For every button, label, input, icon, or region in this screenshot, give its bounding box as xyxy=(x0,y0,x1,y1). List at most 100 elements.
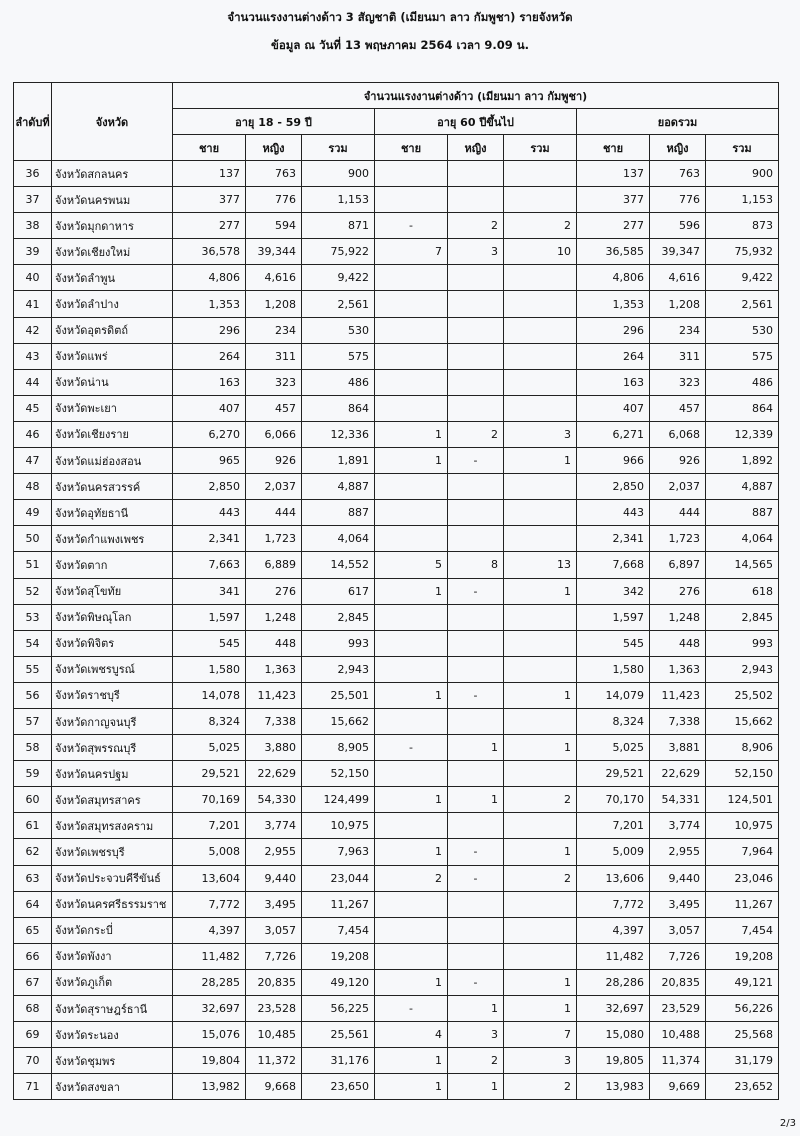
female-18-59: 2,037 xyxy=(245,473,302,501)
total-60-plus xyxy=(503,760,577,788)
total-60-plus xyxy=(503,655,577,683)
total-60-plus: 2 xyxy=(503,864,577,892)
document-subtitle: ข้อมูล ณ วันที่ 13 พฤษภาคม 2564 เวลา 9.0… xyxy=(271,38,529,52)
grand-total: 15,662 xyxy=(704,707,780,736)
total-60-plus xyxy=(503,368,577,396)
grand-total: 7,454 xyxy=(704,916,780,944)
female-18-59: 11,423 xyxy=(245,681,302,709)
total-18-59: 871 xyxy=(301,212,375,240)
grand-total: 575 xyxy=(704,342,780,370)
male-18-59: 4,397 xyxy=(172,916,246,944)
male-18-59: 545 xyxy=(172,629,246,657)
grand-total: 19,208 xyxy=(704,942,780,970)
female-18-59: 20,835 xyxy=(245,968,302,997)
grand-total: 49,121 xyxy=(704,968,780,997)
total-60-plus xyxy=(503,342,577,370)
male-total: 1,597 xyxy=(576,603,650,631)
worker-count-table: ลำดับที่ จังหวัด จำนวนแรงงานต่างด้าว (เม… xyxy=(13,82,780,1101)
header-total: รวม xyxy=(704,134,780,161)
male-60-plus: 1 xyxy=(374,447,448,475)
male-18-59: 2,850 xyxy=(172,473,246,501)
total-18-59: 11,267 xyxy=(301,890,375,918)
male-total: 7,201 xyxy=(576,812,650,840)
female-18-59: 39,344 xyxy=(245,238,302,266)
row-number: 65 xyxy=(13,916,52,944)
male-total: 1,580 xyxy=(576,655,650,683)
female-60-plus xyxy=(447,342,504,370)
total-60-plus xyxy=(503,890,577,918)
document-title: จำนวนแรงงานต่างด้าว 3 สัญชาติ (เมียนมา ล… xyxy=(227,10,573,24)
province-name: จังหวัดกำแพงเพชร xyxy=(51,525,173,553)
female-total: 3,057 xyxy=(649,916,706,944)
female-18-59: 6,889 xyxy=(245,551,302,579)
total-18-59: 25,561 xyxy=(301,1021,375,1049)
female-18-59: 1,208 xyxy=(245,290,302,318)
table-row: 38 จังหวัดมุกดาหาร 277 594 871-2 2 277 596 873 xyxy=(13,212,780,240)
total-18-59: 14,552 xyxy=(301,551,375,579)
female-total: 1,208 xyxy=(649,290,706,318)
male-60-plus xyxy=(374,473,448,501)
male-60-plus: 1 xyxy=(374,1073,448,1101)
female-18-59: 1,248 xyxy=(245,603,302,631)
female-total: 6,068 xyxy=(649,420,706,449)
male-60-plus: 1 xyxy=(374,786,448,814)
total-60-plus: 3 xyxy=(503,420,577,449)
table-row: 67 จังหวัดภูเก็ต 28,285 20,835 49,120 1-1 28,2… xyxy=(13,968,780,997)
female-total: 11,423 xyxy=(649,681,706,709)
male-60-plus: 1 xyxy=(374,420,448,449)
total-18-59: 23,650 xyxy=(301,1073,375,1101)
male-60-plus: - xyxy=(374,994,448,1023)
female-18-59: 276 xyxy=(245,577,302,605)
total-18-59: 8,905 xyxy=(301,734,375,762)
total-18-59: 2,845 xyxy=(301,603,375,631)
row-number: 66 xyxy=(13,942,52,970)
total-60-plus: 13 xyxy=(503,551,577,579)
female-60-plus: 1 xyxy=(447,734,504,762)
province-name: จังหวัดพิษณุโลก xyxy=(51,603,173,631)
grand-total: 486 xyxy=(704,368,780,396)
total-18-59: 887 xyxy=(301,499,375,527)
total-60-plus xyxy=(503,264,577,292)
male-total: 32,697 xyxy=(576,994,650,1023)
female-total: 776 xyxy=(649,186,706,214)
province-name: จังหวัดนครพนม xyxy=(51,186,173,214)
header-female: หญิง xyxy=(447,134,504,161)
row-number: 58 xyxy=(13,734,52,762)
province-name: จังหวัดอุทัยธานี xyxy=(51,499,173,527)
province-name: จังหวัดสุโขทัย xyxy=(51,577,173,605)
male-total: 966 xyxy=(576,447,650,475)
province-name: จังหวัดแพร่ xyxy=(51,342,173,370)
row-number: 52 xyxy=(13,577,52,605)
total-18-59: 19,208 xyxy=(301,942,375,970)
female-18-59: 1,363 xyxy=(245,655,302,683)
province-name: จังหวัดพะเยา xyxy=(51,394,173,422)
female-18-59: 763 xyxy=(245,159,302,188)
province-name: จังหวัดพิจิตร xyxy=(51,629,173,657)
male-60-plus xyxy=(374,603,448,631)
province-name: จังหวัดสมุทรสาคร xyxy=(51,786,173,814)
female-18-59: 1,723 xyxy=(245,525,302,553)
male-60-plus xyxy=(374,890,448,918)
header-total: รวม xyxy=(503,134,577,161)
row-number: 50 xyxy=(13,525,52,553)
row-number: 44 xyxy=(13,368,52,396)
header-female: หญิง xyxy=(245,134,302,161)
row-number: 60 xyxy=(13,786,52,814)
province-name: จังหวัดนครปฐม xyxy=(51,760,173,788)
female-18-59: 54,330 xyxy=(245,786,302,814)
female-60-plus: 2 xyxy=(447,212,504,240)
total-60-plus: 1 xyxy=(503,577,577,605)
male-60-plus xyxy=(374,942,448,970)
header-grand-total: ยอดรวม xyxy=(575,108,780,135)
male-total: 5,009 xyxy=(576,838,650,866)
total-18-59: 23,044 xyxy=(301,864,375,892)
female-60-plus: - xyxy=(447,838,504,866)
female-18-59: 9,440 xyxy=(245,864,302,892)
grand-total: 887 xyxy=(704,499,780,527)
total-60-plus: 1 xyxy=(503,734,577,762)
table-row: 62 จังหวัดเพชรบุรี 5,008 2,955 7,963 1-1 5,009… xyxy=(13,838,780,866)
male-total: 545 xyxy=(576,629,650,657)
table-row: 41 จังหวัดลำปาง 1,353 1,208 2,561 1,353 1,208 2… xyxy=(13,290,780,318)
total-60-plus xyxy=(503,603,577,631)
male-18-59: 13,982 xyxy=(172,1073,246,1101)
